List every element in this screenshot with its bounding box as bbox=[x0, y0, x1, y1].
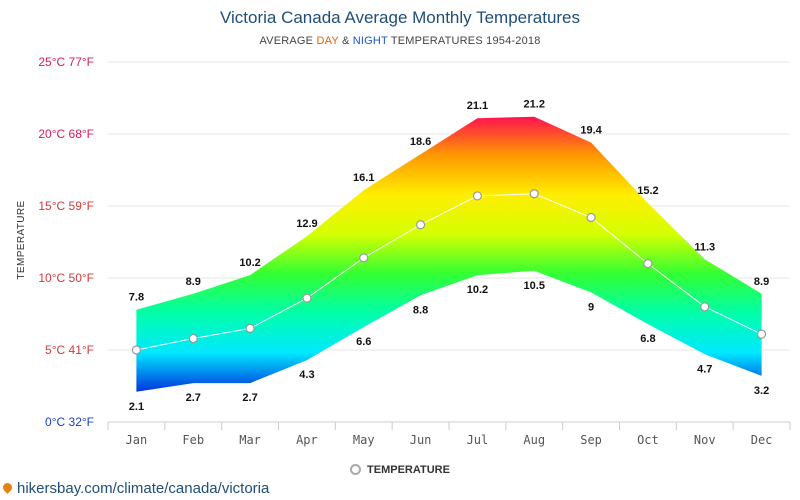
chart-subtitle: AVERAGE DAY & NIGHT TEMPERATURES 1954-20… bbox=[0, 35, 800, 47]
y-axis: 0°C 32°F 5°C 41°F 10°C 50°F 15°C 59°F 20°C 6… bbox=[38, 55, 94, 429]
x-tick-label: Oct bbox=[637, 433, 659, 447]
day-value-label: 16.1 bbox=[353, 172, 374, 184]
average-point bbox=[529, 189, 539, 199]
average-point bbox=[188, 333, 198, 344]
night-value-label: 4.3 bbox=[299, 369, 314, 381]
subtitle-night: NIGHT bbox=[352, 35, 388, 47]
x-tick-label: Jun bbox=[410, 433, 432, 447]
day-value-label: 8.9 bbox=[754, 276, 769, 288]
day-value-label: 10.2 bbox=[239, 257, 260, 269]
chart-title: Victoria Canada Average Monthly Temperat… bbox=[219, 8, 581, 27]
day-value-label: 21.2 bbox=[524, 99, 545, 111]
night-value-label: 2.7 bbox=[242, 392, 257, 404]
x-tick-label: May bbox=[353, 433, 375, 447]
x-tick-label: Jan bbox=[126, 433, 148, 447]
day-value-label: 15.2 bbox=[637, 185, 658, 197]
day-value-label: 12.9 bbox=[296, 218, 317, 230]
average-point bbox=[359, 253, 369, 263]
legend-marker-icon bbox=[350, 464, 362, 475]
subtitle-prefix: AVERAGE bbox=[259, 35, 317, 47]
chart-plot: 0°C 32°F 5°C 41°F 10°C 50°F 15°C 59°F 20°C 6… bbox=[16, 55, 791, 447]
average-point bbox=[245, 323, 255, 333]
x-tick-label: Aug bbox=[523, 433, 545, 447]
night-value-label: 10.5 bbox=[524, 280, 545, 292]
source-text: hikersbay.com/climate/canada/victoria bbox=[17, 480, 270, 497]
y-axis-title: TEMPERATURE bbox=[16, 200, 27, 279]
average-point bbox=[700, 302, 710, 312]
night-value-label: 10.2 bbox=[467, 284, 488, 296]
x-tick-label: Apr bbox=[296, 433, 318, 447]
y-tick-label: 0°C 32°F bbox=[45, 415, 94, 429]
x-tick-label: Nov bbox=[694, 433, 716, 447]
y-tick-label: 25°C 77°F bbox=[38, 55, 94, 69]
y-tick-label: 5°C 41°F bbox=[45, 343, 94, 357]
day-value-label: 8.9 bbox=[186, 276, 201, 288]
night-value-label: 3.2 bbox=[754, 385, 769, 397]
y-tick-label: 20°C 68°F bbox=[38, 127, 94, 141]
x-tick-label: Feb bbox=[182, 433, 204, 447]
data-labels: 7.8 8.9 10.2 12.9 16.1 18.6 21.1 21.2 19.4 15.2 11… bbox=[129, 99, 769, 413]
night-value-label: 9 bbox=[588, 301, 594, 313]
night-value-label: 4.7 bbox=[697, 363, 712, 375]
average-point bbox=[643, 259, 653, 269]
average-line bbox=[136, 193, 762, 351]
temperature-band bbox=[136, 116, 762, 392]
day-value-label: 21.1 bbox=[467, 100, 488, 112]
night-value-label: 2.1 bbox=[129, 401, 144, 413]
source-link[interactable]: hikersbay.com/climate/canada/victoria bbox=[1, 480, 270, 497]
x-tick-label: Mar bbox=[239, 433, 261, 447]
average-point bbox=[131, 345, 142, 355]
average-points bbox=[131, 189, 767, 355]
day-value-label: 7.8 bbox=[129, 292, 144, 304]
day-value-label: 19.4 bbox=[580, 125, 602, 137]
subtitle-suffix: TEMPERATURES 1954-2018 bbox=[387, 35, 541, 47]
location-pin-icon bbox=[1, 481, 14, 494]
subtitle-day: DAY bbox=[316, 35, 339, 47]
x-tick-label: Jul bbox=[467, 433, 489, 447]
subtitle-amp: & bbox=[338, 35, 353, 47]
night-value-label: 2.7 bbox=[186, 392, 201, 404]
night-value-label: 6.6 bbox=[356, 336, 371, 348]
x-tick-label: Dec bbox=[751, 433, 773, 447]
y-tick-label: 10°C 50°F bbox=[38, 271, 94, 285]
day-value-label: 11.3 bbox=[694, 241, 715, 253]
day-value-label: 18.6 bbox=[410, 136, 431, 148]
night-value-label: 6.8 bbox=[640, 333, 655, 345]
x-axis: Jan Feb Mar Apr May Jun Jul Aug Sep Oct Nov Dec bbox=[107, 422, 791, 447]
average-point bbox=[586, 212, 596, 223]
average-point bbox=[302, 293, 312, 303]
legend-label: TEMPERATURE bbox=[367, 464, 450, 476]
average-point bbox=[415, 220, 426, 230]
x-tick-label: Sep bbox=[580, 433, 602, 447]
night-value-label: 8.8 bbox=[413, 304, 428, 316]
y-tick-label: 15°C 59°F bbox=[38, 199, 94, 213]
average-point bbox=[756, 329, 767, 339]
legend[interactable]: TEMPERATURE bbox=[0, 464, 800, 476]
average-point bbox=[472, 191, 483, 201]
